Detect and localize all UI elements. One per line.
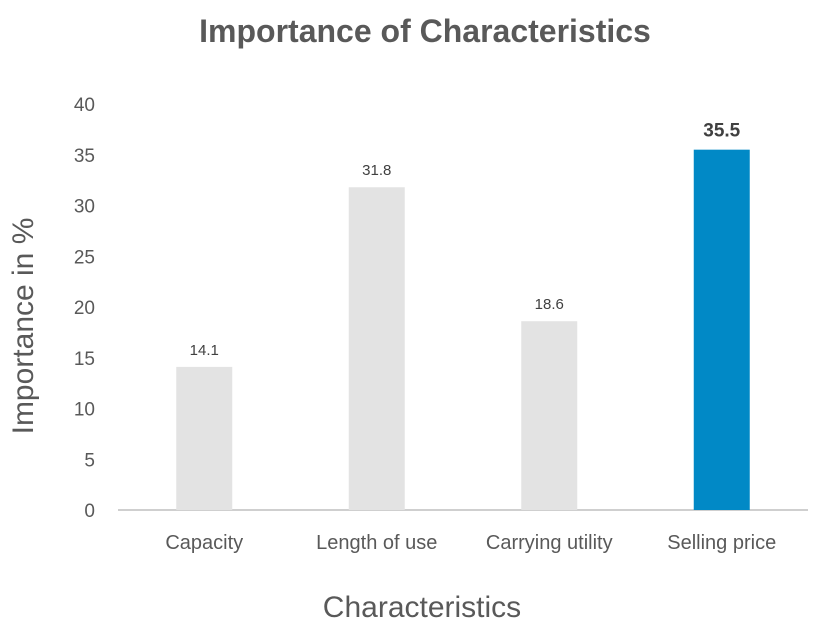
data-label: 14.1 [190, 342, 219, 359]
y-tick-label: 5 [84, 450, 95, 471]
y-axis-title: Importance in % [7, 218, 40, 435]
bar-length-of-use [348, 187, 405, 511]
data-label: 18.6 [535, 296, 564, 313]
x-axis-title: Characteristics [323, 591, 521, 624]
x-axis-tick-labels: Capacity Length of use Carrying utility Sel… [165, 532, 776, 554]
data-label: 35.5 [703, 121, 740, 142]
bars-group [176, 149, 750, 511]
bar-capacity [176, 366, 233, 510]
data-label: 31.8 [362, 162, 391, 179]
chart-title: Importance of Characteristics [199, 13, 651, 49]
data-labels-group: 14.1 31.8 18.6 35.5 [190, 121, 741, 359]
x-tick-label: Carrying utility [486, 532, 613, 554]
y-tick-label: 30 [74, 197, 95, 218]
y-axis-ticks: 0 5 10 15 20 25 30 35 40 [74, 95, 95, 522]
bar-selling-price [693, 149, 750, 511]
x-tick-label: Capacity [165, 532, 243, 554]
y-tick-label: 40 [74, 95, 95, 116]
x-tick-label: Length of use [316, 532, 437, 554]
y-tick-label: 35 [74, 146, 95, 167]
bar-carrying-utility [521, 321, 578, 510]
y-tick-label: 20 [74, 298, 95, 319]
y-tick-label: 0 [84, 501, 95, 522]
y-tick-label: 15 [74, 349, 95, 370]
y-tick-label: 10 [74, 400, 95, 421]
x-tick-label: Selling price [667, 532, 776, 554]
y-tick-label: 25 [74, 247, 95, 268]
